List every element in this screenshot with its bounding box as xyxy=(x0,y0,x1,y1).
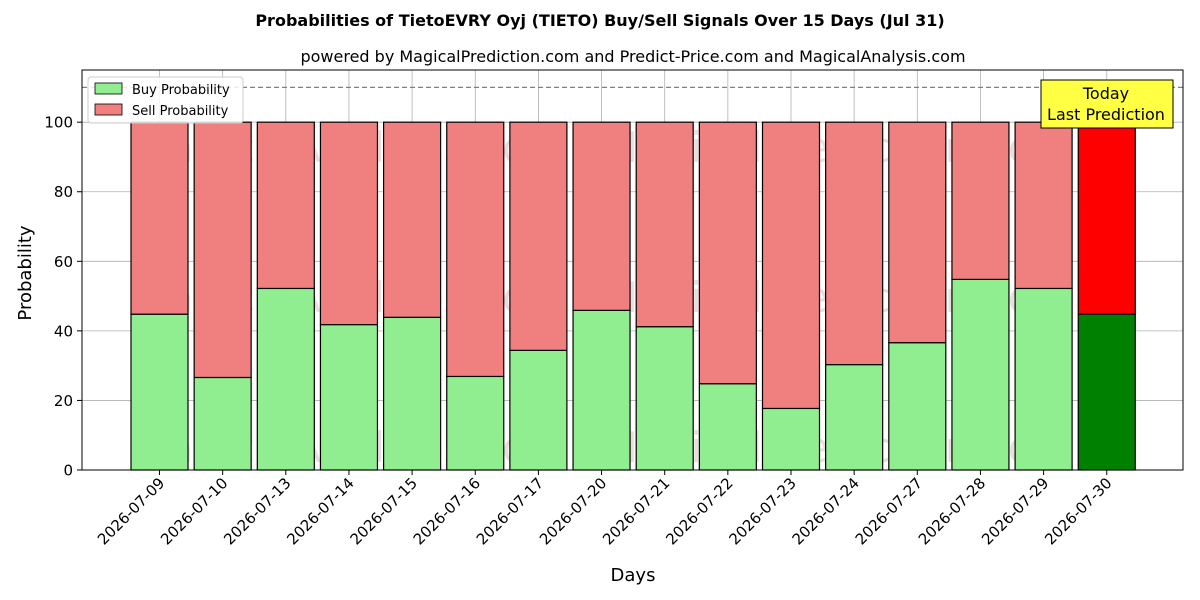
y-axis-ticks: 0 20 40 60 80 100 xyxy=(44,114,82,480)
sell-bar xyxy=(888,121,947,344)
x-tick-label: 2026-07-14 xyxy=(283,474,357,548)
x-tick-label: 2026-07-15 xyxy=(347,474,421,548)
annotation-line-1: Today xyxy=(1082,84,1129,103)
x-tick-label: 2026-07-10 xyxy=(157,474,231,548)
x-axis-ticks: 2026-07-092026-07-102026-07-132026-07-14… xyxy=(94,470,1116,548)
sell-bar xyxy=(1077,121,1136,315)
chart-title: Probabilities of TietoEVRY Oyj (TIETO) B… xyxy=(255,11,944,30)
x-tick-label: 2026-07-16 xyxy=(410,474,484,548)
buy-bar xyxy=(951,278,1010,471)
y-tick-label: 100 xyxy=(44,114,73,132)
x-tick-label: 2026-07-20 xyxy=(536,474,610,548)
buy-bar xyxy=(1077,313,1136,471)
buy-bar xyxy=(761,407,821,471)
plot-frame xyxy=(81,69,1184,471)
bars xyxy=(130,121,1136,471)
sell-bar xyxy=(193,121,252,379)
legend: Buy Probability Sell Probability xyxy=(87,76,244,124)
x-tick-label: 2026-07-21 xyxy=(599,474,673,548)
y-axis-label: Probability xyxy=(15,225,36,320)
buy-bar xyxy=(383,316,442,471)
y-tick-label: 20 xyxy=(54,392,73,410)
legend-buy-label: Buy Probability xyxy=(132,83,230,98)
x-tick-label: 2026-07-09 xyxy=(94,474,168,548)
buy-bar xyxy=(130,313,189,471)
y-tick-label: 80 xyxy=(54,183,73,201)
y-tick-label: 40 xyxy=(54,322,73,340)
sell-bar xyxy=(1014,121,1073,290)
buy-bar xyxy=(1014,287,1073,471)
sell-bar xyxy=(572,121,631,311)
annotation-box xyxy=(1040,79,1174,129)
today-annotation: Today Last Prediction xyxy=(1040,79,1174,129)
buy-bar xyxy=(635,326,694,471)
buy-bar xyxy=(825,364,884,471)
x-tick-label: 2026-07-22 xyxy=(662,474,736,548)
buy-bar xyxy=(319,324,379,471)
x-tick-label: 2026-07-30 xyxy=(1041,474,1115,548)
sell-bar xyxy=(761,121,821,410)
x-tick-label: 2026-07-23 xyxy=(725,474,799,548)
sell-bar xyxy=(319,121,379,326)
sell-bar xyxy=(951,121,1010,280)
sell-bar xyxy=(256,121,315,290)
x-tick-label: 2026-07-17 xyxy=(473,474,547,548)
legend-box xyxy=(87,76,244,124)
buy-bar xyxy=(572,309,631,471)
buy-bar xyxy=(888,342,947,471)
buy-bar xyxy=(256,287,315,471)
y-tick-label: 0 xyxy=(63,462,73,480)
x-tick-label: 2026-07-24 xyxy=(789,474,863,548)
sell-bar xyxy=(635,121,694,328)
legend-buy-swatch xyxy=(94,82,123,95)
x-tick-label: 2026-07-13 xyxy=(220,474,294,548)
sell-bar xyxy=(698,121,757,385)
buy-bar xyxy=(193,376,252,471)
chart-subtitle: powered by MagicalPrediction.com and Pre… xyxy=(300,47,965,66)
x-tick-label: 2026-07-28 xyxy=(915,474,989,548)
sell-bar xyxy=(825,121,884,366)
legend-sell-label: Sell Probability xyxy=(132,104,229,119)
x-tick-label: 2026-07-29 xyxy=(978,474,1052,548)
sell-bar xyxy=(446,121,505,378)
buy-bar xyxy=(509,349,568,471)
x-axis-label: Days xyxy=(611,565,656,586)
annotation-line-2: Last Prediction xyxy=(1047,105,1165,124)
legend-sell-swatch xyxy=(94,103,123,116)
sell-bar xyxy=(509,121,568,351)
y-tick-label: 60 xyxy=(54,253,73,271)
buy-bar xyxy=(698,383,757,471)
sell-bar xyxy=(383,121,442,318)
buy-bar xyxy=(446,375,505,471)
x-tick-label: 2026-07-27 xyxy=(852,474,926,548)
sell-bar xyxy=(130,121,189,315)
